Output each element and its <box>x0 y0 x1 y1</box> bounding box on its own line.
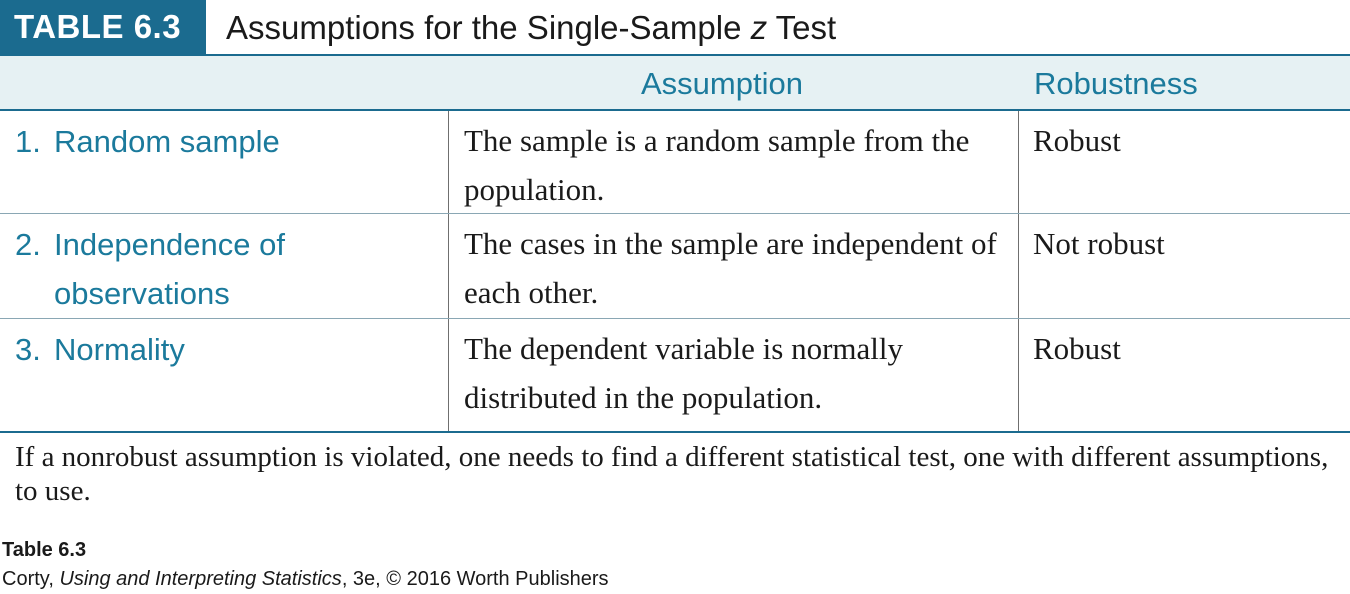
row-label: 2. Independence of observations <box>15 220 285 318</box>
row-number: 2. <box>15 227 41 262</box>
header-rule <box>0 54 1350 56</box>
table-title-part2: Test <box>767 9 837 46</box>
row-label-line1: Random sample <box>54 124 280 159</box>
caption-book-title: Using and Interpreting Statistics <box>59 568 342 590</box>
column-header-robustness: Robustness <box>1034 66 1198 101</box>
assumption-cell: The dependent variable is normally distr… <box>449 319 1019 431</box>
robustness-cell: Robust <box>1019 319 1350 431</box>
caption-title: Table 6.3 <box>2 539 87 561</box>
caption-edition: , 3e, © 2016 Worth Publishers <box>341 568 609 590</box>
row-label-cell: 2. Independence of observations <box>0 214 449 318</box>
table-row: 1. Random sample The sample is a random s… <box>0 111 1350 214</box>
table-footnote: If a nonrobust assumption is violated, o… <box>15 441 1329 507</box>
table-row: 3. Normality The dependent variable is no… <box>0 319 1350 433</box>
row-label-cell: 1. Random sample <box>0 111 449 213</box>
row-label: 3. Normality <box>15 325 185 374</box>
caption-separator: , <box>48 568 60 590</box>
caption-credit: Corty, Using and Interpreting Statistics… <box>2 568 609 591</box>
row-number: 1. <box>15 124 41 159</box>
robustness-cell: Not robust <box>1019 214 1350 318</box>
assumption-text: The sample is a random sample from the p… <box>464 123 970 207</box>
robustness-text: Robust <box>1033 331 1121 366</box>
assumption-cell: The cases in the sample are independent … <box>449 214 1019 318</box>
assumption-text: The cases in the sample are independent … <box>464 226 997 310</box>
row-number: 3. <box>15 332 41 367</box>
row-label-cell: 3. Normality <box>0 319 449 431</box>
row-label-line2: observations <box>54 276 230 311</box>
table-title-italic: z <box>750 9 768 46</box>
table-row: 2. Independence of observations The cases … <box>0 214 1350 319</box>
table-title-part1: Assumptions for the Single-Sample <box>226 9 751 46</box>
robustness-text: Robust <box>1033 123 1121 158</box>
table-title: Assumptions for the Single-Sample z Test <box>226 0 836 54</box>
row-label: 1. Random sample <box>15 117 280 166</box>
row-label-line1: Independence of <box>54 227 285 262</box>
robustness-text: Not robust <box>1033 226 1165 261</box>
caption-author: Corty <box>2 568 49 590</box>
robustness-cell: Robust <box>1019 111 1350 213</box>
column-header-assumption: Assumption <box>641 66 803 101</box>
row-label-line1: Normality <box>54 332 185 367</box>
column-header-row: Assumption Robustness <box>0 56 1350 111</box>
table-header: TABLE 6.3 Assumptions for the Single-Sam… <box>0 0 1350 54</box>
assumption-text: The dependent variable is normally distr… <box>464 331 904 415</box>
table-number-tag: TABLE 6.3 <box>0 0 206 54</box>
assumption-cell: The sample is a random sample from the p… <box>449 111 1019 213</box>
